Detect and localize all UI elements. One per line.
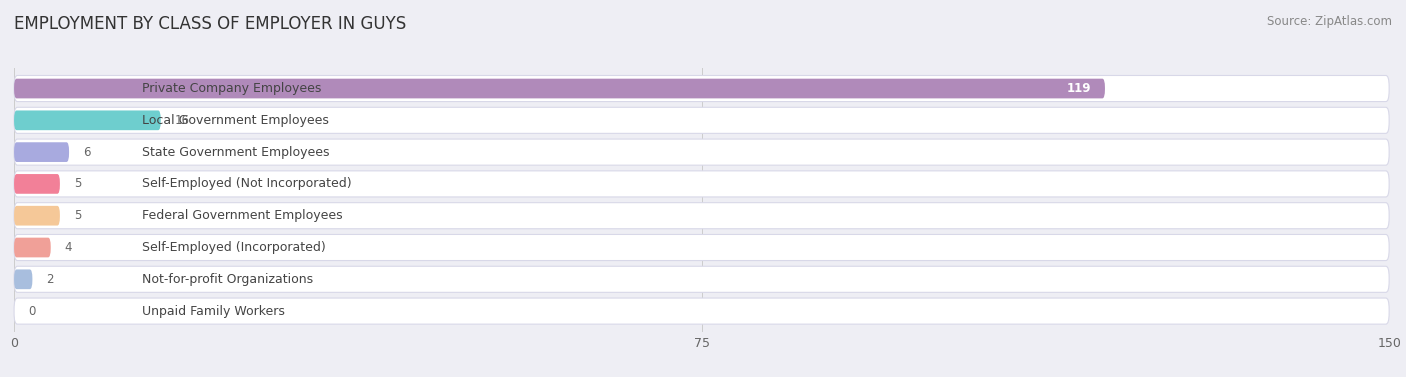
FancyBboxPatch shape: [14, 203, 1389, 229]
Text: 4: 4: [65, 241, 72, 254]
Text: 6: 6: [83, 146, 90, 159]
FancyBboxPatch shape: [14, 270, 32, 289]
FancyBboxPatch shape: [14, 171, 1389, 197]
FancyBboxPatch shape: [14, 298, 1389, 324]
Text: Private Company Employees: Private Company Employees: [142, 82, 322, 95]
Text: 2: 2: [46, 273, 53, 286]
Text: Local Government Employees: Local Government Employees: [142, 114, 329, 127]
Text: EMPLOYMENT BY CLASS OF EMPLOYER IN GUYS: EMPLOYMENT BY CLASS OF EMPLOYER IN GUYS: [14, 15, 406, 33]
Text: 5: 5: [73, 178, 82, 190]
FancyBboxPatch shape: [14, 139, 1389, 165]
Text: Federal Government Employees: Federal Government Employees: [142, 209, 343, 222]
FancyBboxPatch shape: [14, 75, 1389, 101]
FancyBboxPatch shape: [14, 238, 51, 257]
Text: Not-for-profit Organizations: Not-for-profit Organizations: [142, 273, 314, 286]
Text: 16: 16: [174, 114, 190, 127]
FancyBboxPatch shape: [14, 266, 1389, 292]
Text: Unpaid Family Workers: Unpaid Family Workers: [142, 305, 285, 317]
FancyBboxPatch shape: [14, 234, 1389, 261]
Text: State Government Employees: State Government Employees: [142, 146, 330, 159]
FancyBboxPatch shape: [14, 110, 160, 130]
Text: Source: ZipAtlas.com: Source: ZipAtlas.com: [1267, 15, 1392, 28]
Text: Self-Employed (Incorporated): Self-Employed (Incorporated): [142, 241, 326, 254]
Text: 119: 119: [1067, 82, 1091, 95]
Text: 5: 5: [73, 209, 82, 222]
FancyBboxPatch shape: [14, 206, 60, 225]
FancyBboxPatch shape: [14, 79, 1105, 98]
Text: Self-Employed (Not Incorporated): Self-Employed (Not Incorporated): [142, 178, 352, 190]
FancyBboxPatch shape: [14, 107, 1389, 133]
FancyBboxPatch shape: [14, 174, 60, 194]
FancyBboxPatch shape: [14, 142, 69, 162]
Text: 0: 0: [28, 305, 35, 317]
